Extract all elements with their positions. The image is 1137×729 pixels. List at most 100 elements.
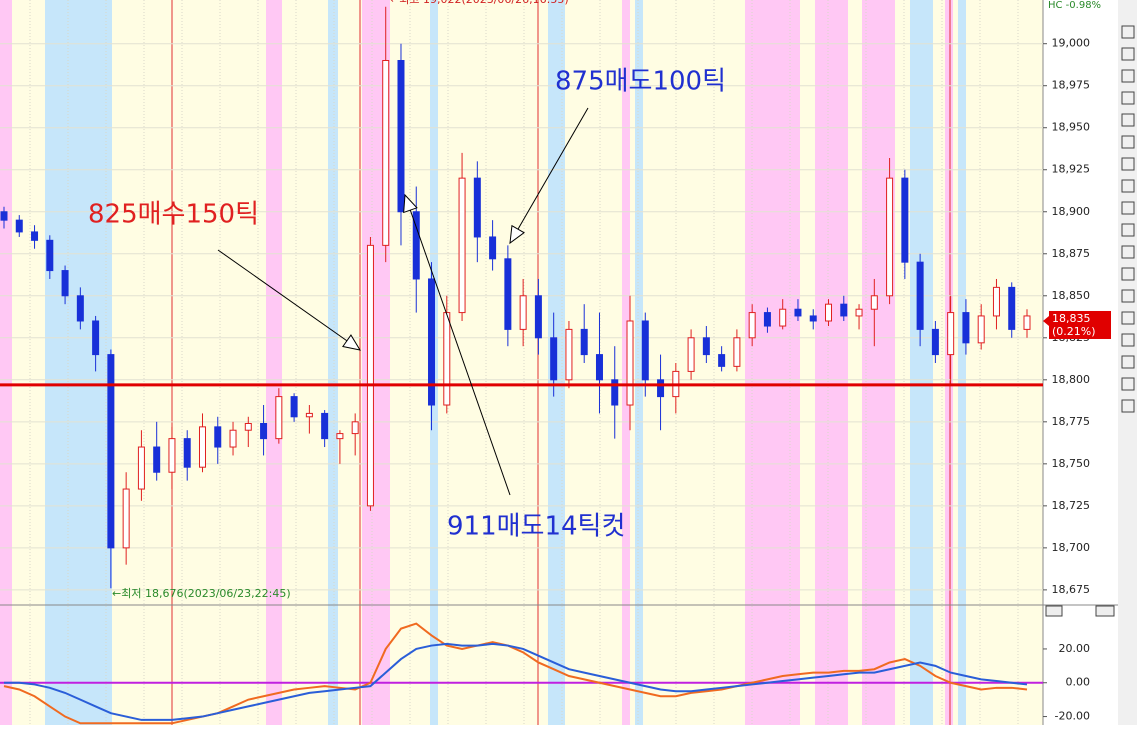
candle-body <box>977 315 985 344</box>
tool-icon <box>1121 245 1135 259</box>
candle-body <box>718 354 726 367</box>
candle-body <box>46 239 54 272</box>
candle-body <box>626 320 634 406</box>
arrow-head <box>403 193 418 214</box>
candle-body <box>580 328 588 356</box>
candle-body <box>305 412 313 418</box>
candle-body <box>595 354 603 381</box>
candle-body <box>504 258 512 330</box>
candle-body <box>198 426 206 468</box>
y-tick-label: 18,750 <box>1052 457 1091 470</box>
tool-icon <box>1121 223 1135 237</box>
y-tick-label: 18,700 <box>1052 541 1091 554</box>
y-tick-label: 20.00 <box>1059 642 1091 655</box>
candle-body <box>0 211 8 221</box>
price-change: (0.21%) <box>1052 325 1096 338</box>
tool-icon <box>1121 377 1135 391</box>
candle-body <box>351 421 359 435</box>
candle-body <box>31 231 39 241</box>
candle-body <box>733 337 741 367</box>
candle-body <box>657 379 665 398</box>
candle-body <box>336 433 344 440</box>
candle-body <box>366 244 374 507</box>
candle-body <box>92 320 100 356</box>
candle-body <box>61 270 69 297</box>
candle-body <box>687 337 695 372</box>
session-band <box>745 0 800 725</box>
y-tick-label: 18,675 <box>1052 583 1091 596</box>
candle-body <box>473 177 481 238</box>
candle-body <box>428 278 436 406</box>
price-label: 18,835 <box>1052 312 1091 325</box>
annotation: 911매도14틱컷 <box>447 512 625 542</box>
candle-body <box>947 312 955 356</box>
candle-body <box>244 423 252 431</box>
candle-body <box>107 354 115 549</box>
tool-icon <box>1121 47 1135 61</box>
tool-icon <box>1121 311 1135 325</box>
session-band <box>266 0 282 725</box>
y-tick-label: 18,975 <box>1052 79 1091 92</box>
session-band <box>910 0 933 725</box>
y-tick-label: 18,925 <box>1052 163 1091 176</box>
tool-icon <box>1121 399 1135 413</box>
candle-body <box>183 438 191 468</box>
tool-icon <box>1121 355 1135 369</box>
tool-icon <box>1121 91 1135 105</box>
y-tick-label: 18,875 <box>1052 247 1091 260</box>
tool-icon <box>1121 157 1135 171</box>
candle-body <box>565 328 573 381</box>
high-label: ←최고 19,022(2023/06/26,16:55) <box>390 0 569 6</box>
candle-body <box>779 308 787 327</box>
tool-icon <box>1121 289 1135 303</box>
candle-body <box>489 236 497 260</box>
toolbar <box>1118 0 1137 725</box>
candle-body <box>382 60 390 246</box>
candle-body <box>443 312 451 406</box>
tool-icon <box>1121 179 1135 193</box>
price-pointer <box>1043 315 1049 326</box>
candle-body <box>290 396 298 418</box>
candle-body <box>992 286 1000 317</box>
session-band <box>815 0 848 725</box>
tool-icon <box>1121 201 1135 215</box>
y-tick-label: 0.00 <box>1066 676 1091 689</box>
annotation: 825매수150틱 <box>88 200 259 230</box>
header: HC -0.98% <box>1048 0 1101 11</box>
arrow-head <box>509 224 525 245</box>
candle-body <box>15 219 23 233</box>
annotation-arrow <box>217 249 361 351</box>
tool-icon <box>1121 69 1135 83</box>
y-tick-label: 18,775 <box>1052 415 1091 428</box>
session-band <box>862 0 895 725</box>
y-tick-label: 18,800 <box>1052 373 1091 386</box>
candle-body <box>168 438 176 473</box>
session-band <box>328 0 338 725</box>
candle-body <box>611 379 619 406</box>
session-band <box>622 0 630 725</box>
y-tick-label: -20.00 <box>1055 710 1090 723</box>
candle-body <box>962 312 970 344</box>
candle-body <box>870 295 878 310</box>
y-tick-label: 18,725 <box>1052 499 1091 512</box>
session-band <box>958 0 966 725</box>
candle-body <box>748 312 756 339</box>
axis-area <box>1043 0 1118 725</box>
y-tick-label: 18,850 <box>1052 289 1091 302</box>
y-tick-label: 18,900 <box>1052 205 1091 218</box>
annotation-arrow <box>404 194 511 496</box>
candle-body <box>550 337 558 381</box>
tool-icon <box>1121 113 1135 127</box>
candle-body <box>412 211 420 280</box>
session-band <box>0 0 12 725</box>
candle-body <box>916 261 924 330</box>
candle-body <box>1023 315 1031 330</box>
y-tick-label: 19,000 <box>1052 37 1091 50</box>
panel-button <box>1045 605 1063 617</box>
candle-body <box>214 426 222 448</box>
candle-body <box>763 312 771 327</box>
candle-body <box>855 308 863 317</box>
candle-body <box>275 396 283 440</box>
candle-body <box>76 295 84 322</box>
